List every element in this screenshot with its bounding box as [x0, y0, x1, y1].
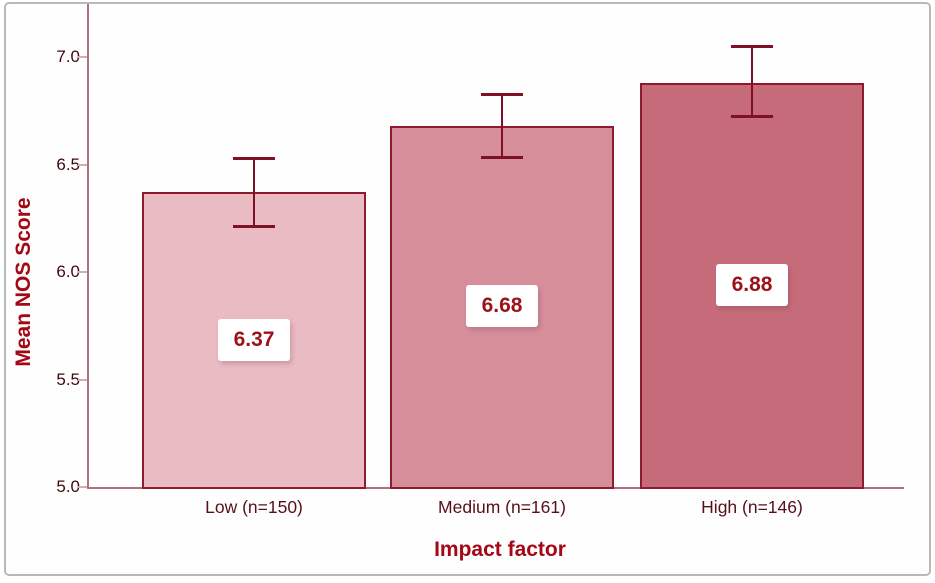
category-label: Low (n=150) [205, 497, 303, 517]
error-bar [501, 93, 503, 159]
x-axis-title: Impact factor [434, 538, 566, 561]
y-axis-title: Mean NOS Score [12, 197, 35, 367]
error-bar-bottom-cap [233, 224, 275, 228]
y-axis-line [87, 4, 89, 488]
bar [390, 125, 614, 489]
y-tick-mark [78, 271, 87, 273]
y-tick-label: 6.5 [56, 154, 80, 174]
error-bar [751, 46, 753, 118]
y-tick-label: 7.0 [56, 47, 80, 66]
error-bar-top-cap [731, 45, 773, 49]
bar-value-label: 6.88 [716, 263, 788, 306]
error-bar-top-cap [233, 157, 275, 161]
category-label: High (n=146) [701, 497, 803, 517]
error-bar-top-cap [481, 92, 523, 96]
y-tick-label: 5.0 [56, 477, 80, 496]
y-tick-label: 6.0 [56, 262, 80, 281]
y-tick-mark [78, 378, 87, 381]
error-bar [253, 158, 255, 227]
error-bar-bottom-cap [731, 115, 773, 119]
bar-value-label: 6.68 [466, 285, 538, 328]
y-tick-mark [78, 486, 87, 488]
category-label: Medium (n=161) [438, 497, 566, 517]
y-tick-label: 5.5 [56, 369, 80, 389]
error-bar-bottom-cap [481, 156, 523, 160]
y-tick-mark [78, 163, 87, 166]
bar-value-label: 6.37 [218, 318, 290, 361]
y-tick-mark [78, 56, 87, 58]
